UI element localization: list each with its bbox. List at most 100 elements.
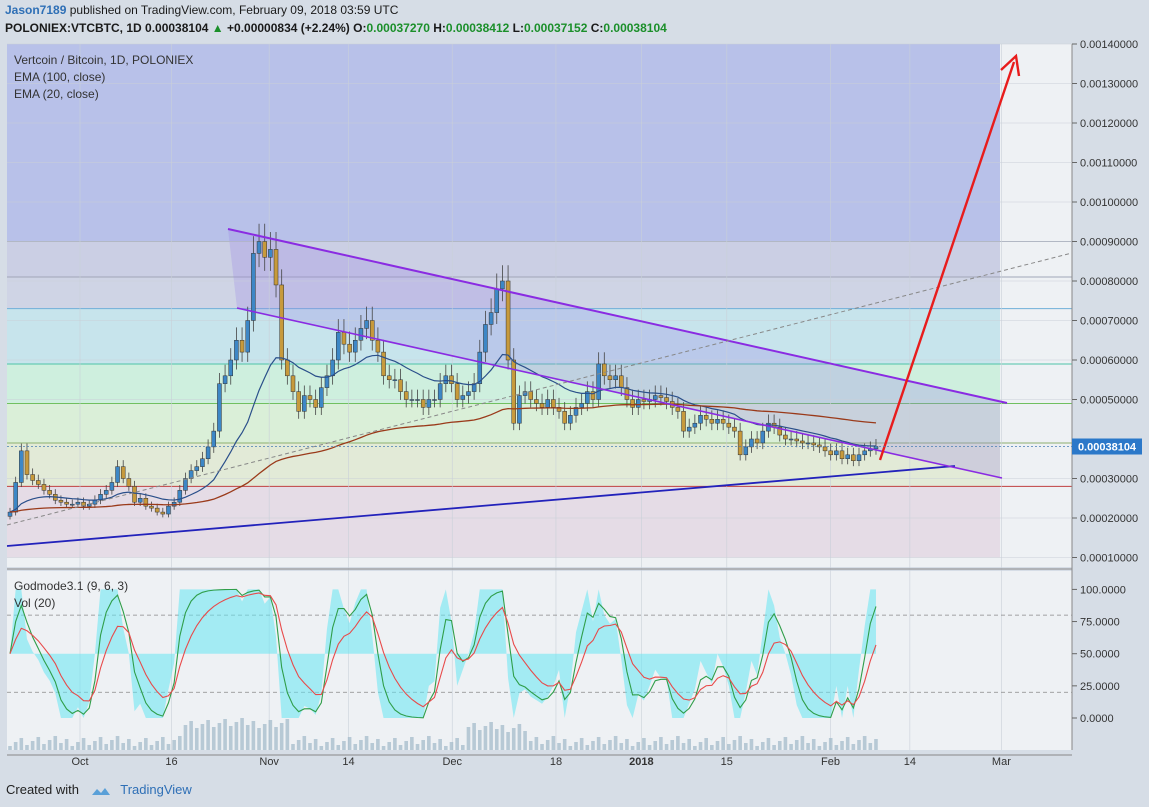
volume-bar — [410, 737, 414, 750]
volume-bar — [647, 745, 652, 750]
volume-bar — [789, 744, 793, 750]
volume-bar — [178, 736, 182, 750]
candle-body — [194, 466, 200, 471]
candle-body — [749, 438, 754, 448]
volume-bar — [653, 741, 658, 750]
candle-body — [551, 399, 556, 408]
candle-body — [420, 399, 426, 408]
volume-bar — [200, 724, 205, 750]
price-tick-label: 0.00030000 — [1080, 474, 1138, 486]
volume-bar — [381, 746, 386, 750]
candle-body — [386, 375, 392, 380]
candle-body — [839, 450, 845, 460]
candle-body — [200, 458, 205, 467]
candle-body — [19, 450, 24, 483]
candle-body — [726, 422, 732, 428]
candle-body — [239, 340, 245, 353]
projection-arrow-head-icon — [1000, 53, 1021, 77]
volume-bar — [364, 736, 369, 750]
candle-body — [132, 486, 137, 503]
low-value: 0.00037152 — [523, 21, 588, 35]
candle-body — [460, 395, 466, 400]
candle-body — [851, 454, 856, 461]
candle-body — [279, 284, 284, 361]
dashed-fib-line — [6, 252, 1073, 526]
candle-body — [58, 499, 64, 503]
osc-tick-label: 25.0000 — [1080, 681, 1120, 693]
candle-body — [375, 340, 381, 353]
candle-body — [800, 440, 805, 444]
candle-body — [347, 343, 352, 353]
volume-bar — [817, 746, 822, 750]
candle-body — [70, 503, 75, 506]
volume-bar — [432, 743, 437, 750]
candle-body — [324, 375, 330, 388]
volume-bar — [127, 739, 131, 750]
volume-bar — [681, 743, 686, 750]
price-tick-label: 0.00090000 — [1080, 237, 1138, 249]
candle-body — [409, 399, 415, 401]
oscillator-legend[interactable]: Godmode3.1 (9, 6, 3) — [14, 579, 129, 593]
fib-zone — [7, 363, 1000, 404]
volume-bar — [528, 741, 533, 750]
volume-bar — [619, 743, 624, 750]
volume-bar — [138, 742, 142, 750]
candle-body — [539, 403, 545, 408]
candle-body — [415, 399, 420, 401]
volume-bar — [93, 741, 97, 750]
candle-body — [449, 375, 454, 384]
candle-body — [534, 399, 539, 404]
volume-bar — [862, 736, 867, 750]
oscillator-slow-line — [9, 592, 877, 708]
volume-bar — [840, 741, 844, 750]
volume-bar — [319, 746, 324, 750]
volume-bar — [262, 724, 267, 750]
candle-body — [862, 450, 867, 456]
price-tick-label: 0.00140000 — [1080, 39, 1138, 51]
volume-bar — [800, 736, 805, 750]
candle-body — [234, 340, 239, 361]
candle-body — [273, 249, 279, 286]
volume-bar — [194, 728, 199, 750]
candle-body — [675, 407, 681, 412]
candle-body — [715, 419, 720, 424]
tradingview-link[interactable]: TradingView — [120, 782, 192, 797]
candle-body — [64, 501, 69, 505]
volume-bar — [455, 738, 459, 750]
close-label: C: — [590, 21, 604, 35]
candle-body — [777, 426, 783, 436]
volume-bar — [296, 740, 301, 750]
volume-bar — [87, 745, 92, 750]
candle-body — [856, 454, 862, 461]
volume-bar — [183, 725, 188, 750]
volume-bar — [732, 740, 737, 750]
candle-body — [183, 478, 188, 491]
candle-body — [607, 375, 613, 380]
candle-body — [720, 419, 726, 424]
volume-bar — [110, 740, 114, 750]
volume-bar — [104, 744, 109, 750]
candle-body — [36, 480, 41, 485]
candle-body — [47, 490, 52, 495]
candle-body — [143, 498, 149, 507]
candle-body — [613, 375, 618, 380]
candle-body — [109, 482, 115, 491]
volume-bar — [489, 722, 493, 750]
ema100-legend[interactable]: EMA (100, close) — [14, 70, 106, 84]
candle-body — [652, 395, 658, 400]
volume-legend[interactable]: Vol (20) — [14, 596, 56, 610]
volume-bar — [868, 743, 873, 750]
candle-body — [103, 490, 109, 495]
candle-body — [686, 426, 692, 432]
ema20-legend[interactable]: EMA (20, close) — [14, 87, 99, 101]
volume-bar — [738, 736, 742, 750]
volume-bar — [70, 746, 75, 750]
volume-bar — [421, 740, 425, 750]
candle-body — [403, 391, 409, 400]
candle-body — [681, 411, 686, 432]
price-change: +0.00000834 (+2.24%) — [227, 21, 350, 35]
author-name[interactable]: Jason7189 — [5, 3, 67, 17]
osc-tick-label: 0.0000 — [1080, 713, 1114, 725]
volume-bar — [591, 741, 595, 750]
